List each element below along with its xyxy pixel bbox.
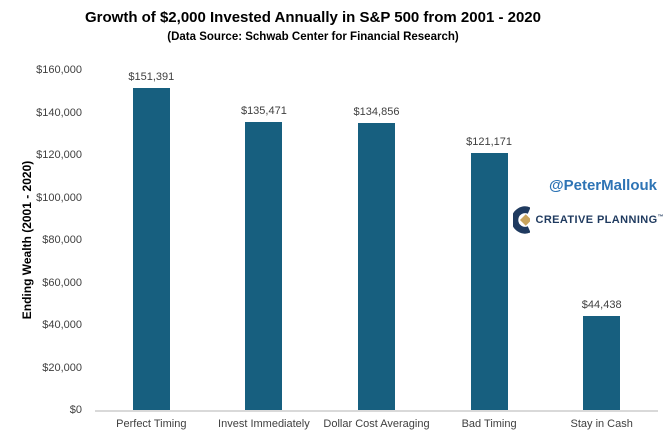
- trademark-symbol: ™: [657, 214, 664, 221]
- x-axis-category-label: Invest Immediately: [218, 418, 310, 430]
- y-tick-label: $100,000: [36, 191, 82, 204]
- x-axis-category-label: Bad Timing: [461, 418, 517, 430]
- bar-invest-immediately: [245, 122, 283, 410]
- creative-planning-c-icon: [513, 206, 531, 234]
- bar-value-label: $151,391: [128, 71, 175, 84]
- y-tick-label: $80,000: [42, 234, 82, 246]
- bar-stay-in-cash: [583, 315, 621, 410]
- y-tick-label: $0: [69, 404, 82, 416]
- bar-value-label: $135,471: [240, 105, 287, 118]
- x-axis-category-label: Perfect Timing: [116, 418, 187, 430]
- twitter-handle-watermark: @PeterMallouk: [549, 177, 657, 194]
- y-tick-label: $120,000: [36, 149, 82, 161]
- y-tick-label: $160,000: [36, 64, 82, 76]
- creative-planning-wordmark: CREATIVE PLANNING™: [535, 214, 664, 226]
- bar-dollar-cost-averaging: [358, 123, 395, 410]
- x-axis-category-label: Dollar Cost Averaging: [323, 418, 430, 430]
- chart-subtitle: (Data Source: Schwab Center for Financia…: [167, 31, 459, 43]
- y-tick-label: $40,000: [42, 319, 82, 331]
- y-axis-tick-labels: $0 $20,000 $40,000 $60,000 $80,000 $100,000 $1…: [0, 64, 85, 416]
- y-tick-label: $140,000: [36, 106, 82, 119]
- bar-value-label: $121,171: [466, 135, 513, 148]
- bar-value-label: $134,856: [353, 106, 400, 119]
- bar-value-label: $44,438: [581, 298, 622, 311]
- bar-bad-timing: [470, 152, 508, 410]
- creative-planning-logo: CREATIVE PLANNING™: [513, 206, 664, 234]
- chart-title: Growth of $2,000 Invested Annually in S&…: [84, 9, 541, 26]
- plot-area: $151,391 Perfect Timing $135,471 Invest Imm…: [95, 70, 658, 430]
- x-axis-category-label: Stay in Cash: [570, 418, 633, 430]
- y-tick-label: $60,000: [42, 276, 82, 289]
- bar-perfect-timing: [132, 88, 170, 410]
- y-tick-label: $20,000: [42, 361, 82, 374]
